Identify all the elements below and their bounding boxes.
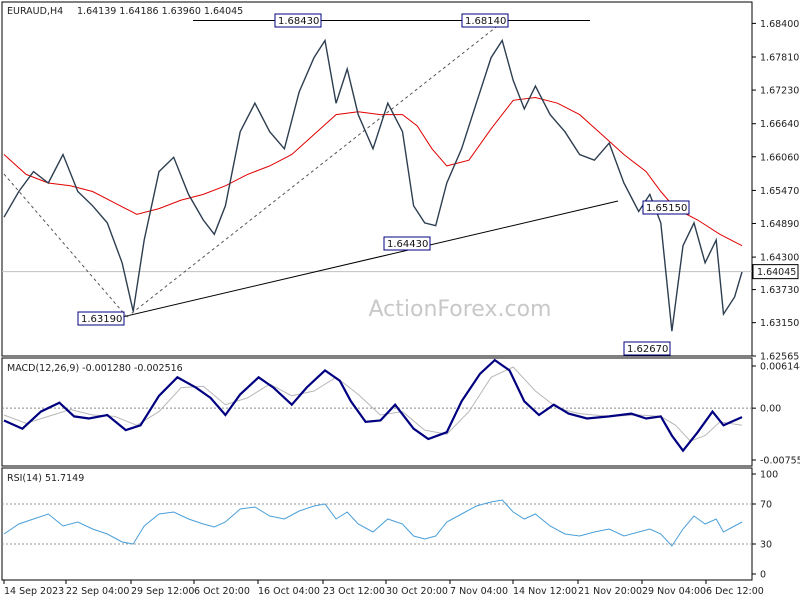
x-axis-label: 23 Oct 12:00 — [323, 586, 385, 597]
current-price-box — [752, 264, 799, 280]
x-axis-label: 14 Nov 12:00 — [513, 586, 577, 597]
ema-line — [3, 96, 743, 247]
macd-signal-line — [3, 366, 743, 442]
current-price-label: 1.64045 — [757, 267, 796, 278]
rsi-axis-label: 30 — [760, 540, 772, 551]
rsi-axis-label: 0 — [760, 570, 766, 581]
x-axis-label: 7 Nov 04:00 — [450, 586, 508, 597]
price-axis-label: 1.66640 — [760, 119, 799, 130]
price-line — [3, 38, 743, 332]
rsi-panel-frame — [1, 467, 753, 581]
price-annotation-label: 1.68140 — [465, 16, 506, 27]
macd-title: MACD(12,26,9) -0.001280 -0.002516 — [7, 363, 183, 374]
price-axis-label: 1.65470 — [760, 186, 799, 197]
watermark: ActionForex.com — [369, 297, 552, 322]
rsi-title: RSI(14) 51.7149 — [7, 473, 84, 484]
x-axis-label: 16 Oct 04:00 — [258, 586, 320, 597]
x-axis-label: 30 Oct 20:00 — [386, 586, 448, 597]
ohlc-label: 1.64139 1.64186 1.63960 1.64045 — [77, 6, 243, 17]
price-annotation-label: 1.68430 — [278, 16, 319, 27]
support-trendline — [121, 200, 619, 318]
price-axis-label: 1.64300 — [760, 253, 799, 264]
price-axis-label: 1.68400 — [760, 19, 799, 30]
dashed-trendline-left — [3, 173, 128, 318]
price-annotation-box — [383, 236, 431, 251]
macd-axis-label: 0.006144 — [760, 362, 800, 373]
price-annotation-box — [623, 341, 671, 356]
rsi-axis-label: 100 — [760, 470, 778, 481]
price-annotation-label: 1.64430 — [387, 239, 428, 250]
macd-axis-label: -0.007555 — [760, 456, 800, 467]
price-annotation-label: 1.63190 — [81, 314, 122, 325]
x-axis-label: 21 Nov 20:00 — [578, 586, 642, 597]
rsi-line — [3, 499, 743, 547]
price-annotation-box — [461, 13, 509, 28]
price-axis-label: 1.66060 — [760, 152, 799, 163]
macd-panel-frame — [1, 357, 753, 467]
price-annotation-box — [642, 200, 690, 215]
price-axis-label: 1.64890 — [760, 219, 799, 230]
x-axis-label: 22 Sep 04:00 — [66, 586, 129, 597]
price-axis-label: 1.63730 — [760, 285, 799, 296]
rsi-axis-label: 70 — [760, 500, 772, 511]
price-panel-frame — [1, 1, 753, 357]
macd-line — [3, 358, 743, 453]
x-axis-label: 14 Sep 2023 — [4, 586, 64, 597]
dashed-trendline-up — [126, 23, 501, 318]
symbol-label: EURAUD,H4 — [7, 6, 63, 17]
price-axis-label: 1.63150 — [760, 318, 799, 329]
price-annotation-box — [77, 311, 125, 326]
price-axis-label: 1.67810 — [760, 53, 799, 64]
x-axis-label: 6 Dec 12:00 — [706, 586, 764, 597]
price-annotation-box — [274, 13, 322, 28]
price-annotation-label: 1.62670 — [627, 344, 668, 355]
x-axis-label: 29 Nov 04:00 — [642, 586, 706, 597]
macd-axis-label: 0.00 — [760, 404, 781, 415]
price-annotation-label: 1.65150 — [646, 203, 687, 214]
x-axis-label: 6 Oct 20:00 — [194, 586, 250, 597]
price-axis-label: 1.62565 — [760, 352, 799, 363]
x-axis-label: 29 Sep 12:00 — [131, 586, 194, 597]
price-axis-label: 1.67230 — [760, 86, 799, 97]
